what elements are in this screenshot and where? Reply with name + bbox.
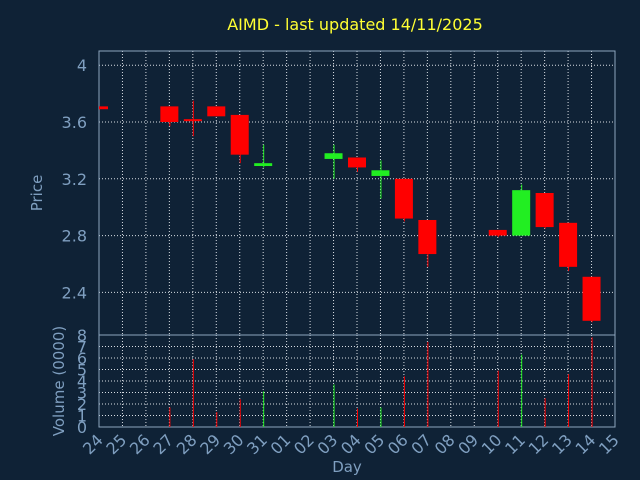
- volume-bars: [169, 337, 593, 427]
- price-tick-labels: 2.4 2.8 3.2 3.6 4: [62, 56, 87, 302]
- candle: [559, 222, 578, 272]
- volume-tick-label: 8: [77, 326, 87, 345]
- candle-body: [348, 157, 366, 168]
- candle: [535, 193, 554, 229]
- candle: [418, 219, 437, 267]
- candle: [254, 144, 273, 168]
- candle: [160, 106, 179, 127]
- candle: [207, 106, 226, 117]
- volume-tick-label: 7: [77, 338, 87, 357]
- candle: [230, 114, 249, 164]
- candle-body: [99, 106, 108, 110]
- price-tick-label: 2.8: [62, 227, 87, 246]
- volume-axis-label: Volume (0000): [50, 326, 68, 436]
- candle-body: [512, 190, 531, 236]
- price-tick-label: 2.4: [62, 283, 87, 302]
- price-tick-label: 4: [77, 56, 87, 75]
- price-axis-label: Price: [28, 175, 46, 212]
- candle: [582, 276, 601, 323]
- candle: [348, 157, 366, 172]
- candle-body: [324, 153, 343, 159]
- candle: [371, 160, 390, 199]
- volume-tick-label: 6: [77, 349, 87, 368]
- candle: [99, 106, 108, 110]
- price-tick-label: 3.6: [62, 113, 87, 132]
- candle-body: [488, 229, 507, 236]
- volume-tick-label: 3: [77, 384, 87, 403]
- price-tick-label: 3.2: [62, 170, 87, 189]
- candle-body: [230, 114, 249, 155]
- candles: [99, 100, 601, 323]
- candle-body: [582, 276, 601, 321]
- candle-body: [535, 193, 554, 228]
- candle-body: [394, 178, 413, 219]
- candle: [512, 184, 531, 236]
- candle: [394, 178, 413, 222]
- volume-tick-label: 0: [77, 418, 87, 437]
- candle-body: [160, 106, 179, 122]
- chart-title: AIMD - last updated 14/11/2025: [227, 15, 483, 34]
- volume-tick-label: 4: [77, 372, 87, 391]
- volume-tick-label: 5: [77, 361, 87, 380]
- candle-body: [371, 170, 390, 176]
- x-tick-labels: 2425262728293031010203040506070809101112…: [79, 430, 623, 458]
- volume-tick-label: 1: [77, 407, 87, 426]
- candle-body: [207, 106, 226, 117]
- candle: [488, 229, 507, 238]
- volume-tick-label: 2: [77, 395, 87, 414]
- candle-body: [254, 163, 273, 167]
- x-axis-label: Day: [332, 458, 362, 476]
- candle-body: [418, 219, 437, 255]
- candle: [324, 144, 343, 179]
- candle-body: [183, 119, 202, 122]
- candle: [183, 100, 202, 137]
- candle-body: [559, 222, 578, 267]
